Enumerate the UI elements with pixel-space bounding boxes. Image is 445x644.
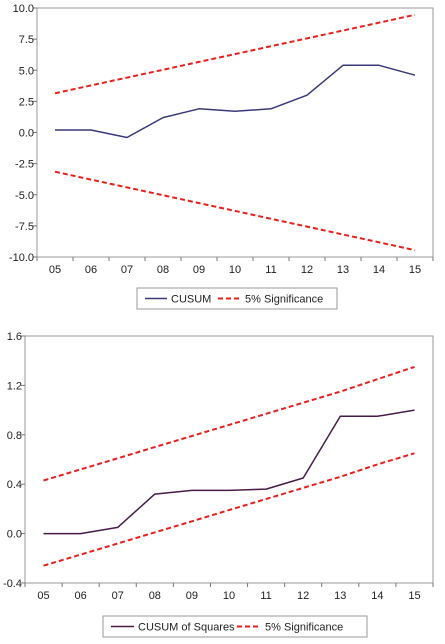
legend-box [102, 615, 368, 638]
legend: CUSUM of Squares 5% Significance [102, 615, 368, 638]
x-tick-label: 13 [337, 264, 349, 276]
plot-frame [36, 7, 434, 258]
x-tick-label: 11 [260, 590, 271, 602]
x-tick-label: 12 [297, 590, 309, 602]
y-tick-label: 5.0 [19, 65, 34, 77]
x-tick-label: 08 [149, 590, 161, 602]
y-tick-label: 0.8 [7, 430, 22, 442]
y-tick-label: 2.5 [19, 96, 34, 108]
x-tick-label: 07 [121, 264, 133, 276]
x-tick-label: 05 [37, 590, 49, 602]
x-tick-label: 06 [85, 264, 97, 276]
upper-significance-line [54, 13, 416, 95]
y-tick-label: 0.0 [7, 529, 22, 541]
x-tick-label: 10 [229, 264, 241, 276]
y-tick-label: 0.4 [7, 479, 22, 491]
y-tick-label: -0.4 [3, 578, 22, 590]
x-tick-label: 15 [408, 590, 420, 602]
y-tick-label: -7.5 [15, 221, 34, 233]
y-tick-label: 0.0 [19, 128, 34, 140]
series-line [43, 409, 415, 535]
chart-panel-1: 10.0 7.5 5.0 2.5 0.0 -2.5 -5.0 -7.5 -10.0 05 06 07 0… [9, 3, 434, 310]
y-tick-label: -5.0 [15, 190, 34, 202]
x-tick-label: 13 [334, 590, 346, 602]
x-tick-label: 11 [265, 264, 276, 276]
x-tick-label: 08 [157, 264, 169, 276]
x-tick-label: 10 [223, 590, 235, 602]
y-tick-label: 1.2 [7, 380, 22, 392]
y-tick-label: -2.5 [15, 159, 34, 171]
x-tick-label: 12 [301, 264, 313, 276]
chart-panel-2: 1.6 1.2 0.8 0.4 0.0 -0.4 05 06 07 08 09 10 11 12 13 14 1… [3, 331, 434, 638]
x-tick-label: 06 [75, 590, 87, 602]
legend-label: CUSUM of Squares [138, 622, 235, 634]
x-tick-label: 09 [186, 590, 198, 602]
x-tick-label: 05 [49, 264, 61, 276]
y-tick-label: 7.5 [19, 34, 34, 46]
lower-significance-line [43, 452, 415, 567]
series-line [55, 64, 416, 139]
x-tick-label: 14 [371, 590, 383, 602]
x-tick-label: 15 [409, 264, 421, 276]
x-tick-label: 14 [373, 264, 385, 276]
upper-significance-line [43, 365, 415, 482]
legend-label: CUSUM [171, 294, 211, 306]
lower-significance-line [54, 170, 416, 252]
x-tick-label: 09 [193, 264, 205, 276]
legend-label: 5% Significance [265, 622, 343, 634]
plot-frame [24, 335, 434, 584]
y-tick-label: 1.6 [7, 331, 22, 343]
y-tick-label: -10.0 [9, 252, 34, 264]
legend-label: 5% Significance [245, 294, 323, 306]
x-tick-label: 07 [112, 590, 124, 602]
legend: CUSUM 5% Significance [136, 287, 338, 310]
y-tick-label: 10.0 [13, 3, 34, 15]
